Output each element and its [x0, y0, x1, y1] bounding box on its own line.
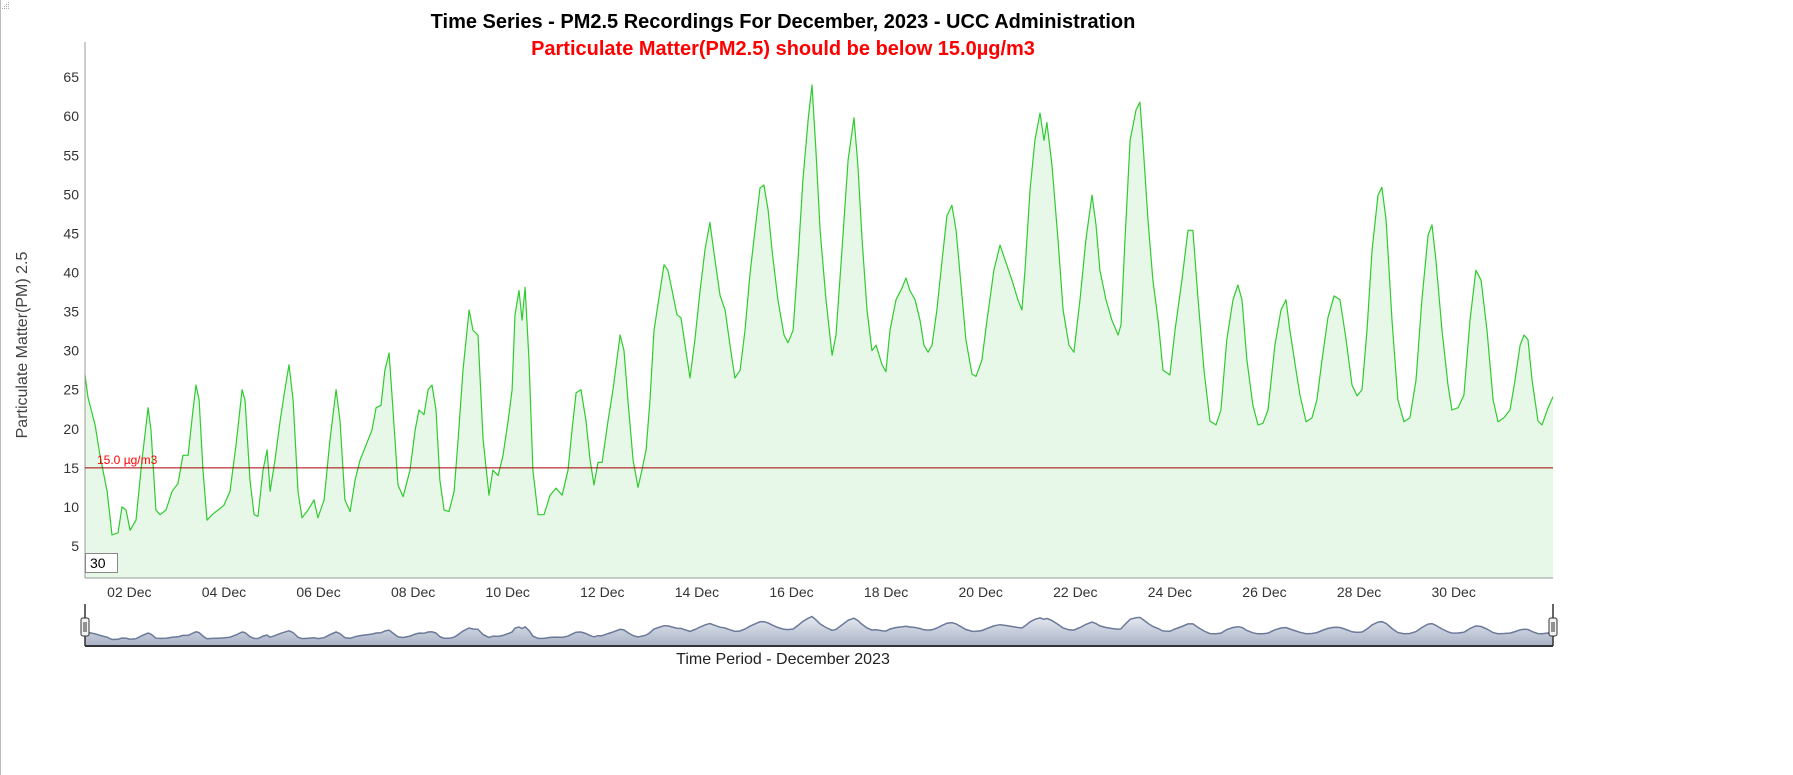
x-tick-label: 20 Dec: [959, 584, 1003, 600]
x-tick-label: 16 Dec: [769, 584, 813, 600]
series-line: [84, 84, 1554, 536]
chart-title: Time Series - PM2.5 Recordings For Decem…: [430, 11, 1136, 33]
x-tick-label: 12 Dec: [580, 584, 624, 600]
y-tick-label: 25: [63, 382, 79, 398]
x-tick-label: 10 Dec: [486, 584, 530, 600]
y-tick-label: 10: [63, 499, 79, 515]
navigator-right-handle[interactable]: [1548, 617, 1558, 637]
x-tick-label: 30 Dec: [1431, 584, 1475, 600]
threshold-label: 15.0 µg/m3: [97, 453, 158, 467]
navigator[interactable]: [80, 604, 1558, 647]
x-tick-label: 02 Dec: [107, 584, 151, 600]
x-tick-label: 26 Dec: [1242, 584, 1286, 600]
y-axis-label-text: Particulate Matter(PM) 2.5: [14, 251, 31, 439]
y-tick-label: 35: [63, 304, 79, 320]
y-tick-label: 60: [63, 108, 79, 124]
y-tick-label: 30: [63, 343, 79, 359]
series-area-fill: [85, 85, 1553, 578]
x-tick-label: 28 Dec: [1337, 584, 1381, 600]
y-tick-label: 40: [63, 264, 79, 280]
x-tick-label: 04 Dec: [202, 584, 246, 600]
x-axis-label: Time Period - December 2023: [676, 651, 890, 668]
y-tick-label: 50: [63, 186, 79, 202]
y-tick-label: 15: [63, 460, 79, 476]
x-tick-label: 24 Dec: [1148, 584, 1192, 600]
navigator-line: [84, 615, 1554, 641]
chart-subtitle: Particulate Matter(PM2.5) should be belo…: [531, 38, 1035, 60]
resize-grip-icon[interactable]: [0, 0, 10, 10]
page-left-border: [0, 0, 1, 775]
range-days-input[interactable]: [85, 553, 118, 573]
y-axis-label: Particulate Matter(PM) 2.5: [14, 252, 32, 439]
navigator-left-handle[interactable]: [80, 617, 90, 637]
y-tick-label: 5: [71, 538, 79, 554]
x-tick-label: 22 Dec: [1053, 584, 1097, 600]
navigator-area: [85, 616, 1553, 646]
y-tick-label: 55: [63, 147, 79, 163]
y-tick-label: 45: [63, 225, 79, 241]
x-tick-label: 06 Dec: [296, 584, 340, 600]
y-tick-label: 65: [63, 69, 79, 85]
plot-area: 5 10 15 20 25 30 35 40 45 50 55 60 65 02 Dec 04 Dec 06 …: [63, 42, 1554, 600]
y-tick-label: 20: [63, 421, 79, 437]
x-tick-label: 14 Dec: [675, 584, 719, 600]
x-tick-label: 18 Dec: [864, 584, 908, 600]
x-tick-label: 08 Dec: [391, 584, 435, 600]
